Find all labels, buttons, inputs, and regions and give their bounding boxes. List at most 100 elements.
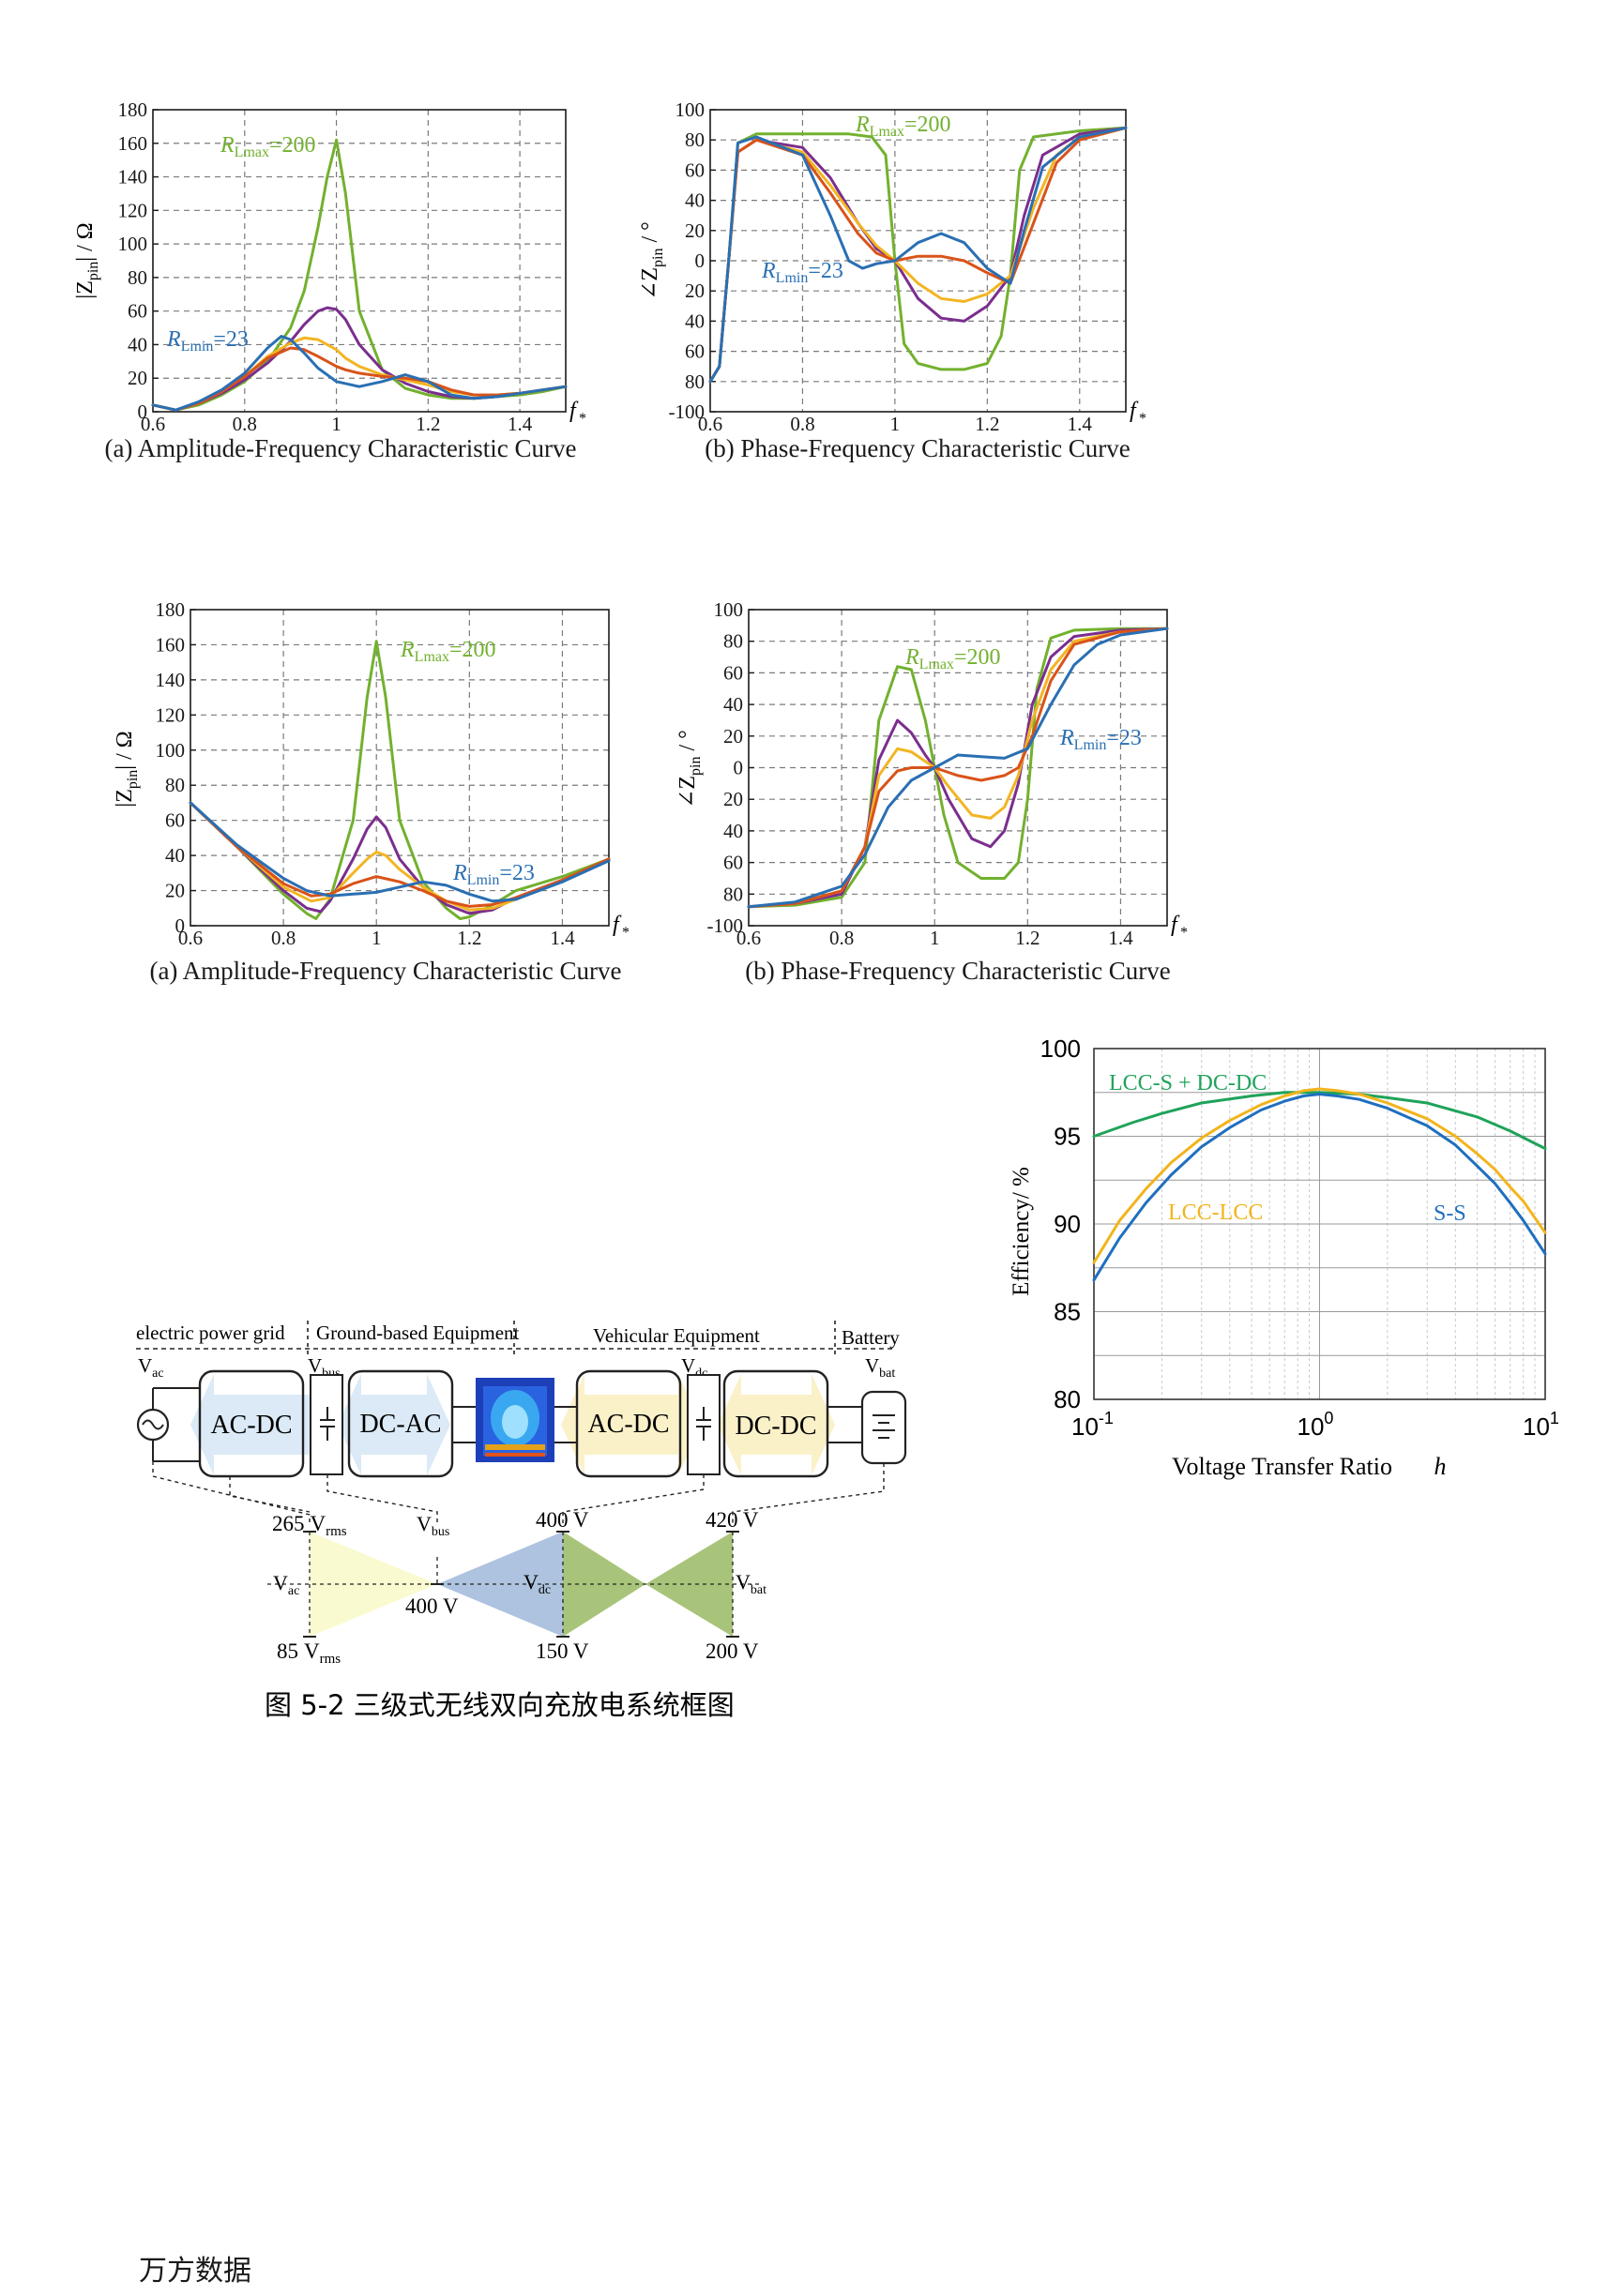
block-label-3: AC-DC (587, 1410, 669, 1439)
range-bus-value: 400 V (405, 1594, 459, 1618)
x-tick-label: 1 (331, 413, 341, 435)
dc-capacitor-icon (687, 1374, 721, 1475)
annotation-label: RLmax=200 (400, 638, 496, 665)
series-line (747, 627, 1169, 909)
x-tick-label: 1 (930, 927, 940, 949)
y-tick-label: 40 (128, 333, 147, 355)
y-tick-label: 80 (165, 774, 185, 796)
y-tick-label: 80 (685, 370, 705, 393)
region-label-battery: Battery (842, 1326, 900, 1349)
chart-amp1: 0 20 40 60 80 100 120 140 160 180 0.6 0.8 1 1.2 1.4 f * |… (73, 98, 586, 462)
series-label: S-S (1434, 1201, 1466, 1226)
plot-frame (190, 609, 610, 927)
x-tick-label: 0.8 (829, 927, 854, 949)
y-tick-label: 90 (1054, 1210, 1081, 1238)
chart-phase2: -100 80 60 40 20 0 20 40 60 80 100 0.6 0.8 1 1.2 1.4 f * ∠… (675, 598, 1188, 985)
y-axis-label: ∠Zpin / ° (638, 221, 666, 300)
annotation-label: RLmin=23 (166, 327, 249, 355)
y-tick-label: 0 (138, 400, 148, 423)
x-axis-label: f (1130, 399, 1139, 423)
annotation-label: RLmin=23 (1059, 726, 1142, 753)
y-tick-label: 80 (128, 266, 147, 289)
y-tick-label: 60 (165, 809, 185, 832)
y-tick-label: 40 (723, 693, 743, 716)
x-tick-label: 100 (1298, 1409, 1334, 1441)
y-tick-label: 80 (685, 128, 705, 151)
range-vdc-label: Vdc (524, 1570, 551, 1597)
y-tick-label: 0 (175, 914, 186, 937)
y-tick-label: 100 (675, 98, 706, 121)
series-line (151, 346, 568, 412)
x-tick-label: 10-1 (1071, 1409, 1114, 1441)
projection-lines (152, 1461, 885, 1524)
y-axis-label: |Zpin| / Ω (113, 731, 141, 807)
annotation-label: RLmin=23 (761, 259, 843, 286)
node-vbat-label: Vbat (865, 1354, 895, 1381)
x-tick-label: 1 (372, 927, 382, 949)
x-tick-label: 0.6 (141, 413, 165, 435)
series-line (708, 126, 1128, 384)
y-tick-label: 140 (118, 166, 148, 189)
series-line (189, 801, 611, 912)
annotation-label: RLmin=23 (452, 861, 535, 888)
series-line (189, 640, 611, 920)
plot-frame (1093, 1048, 1546, 1400)
annotation-label: RLmax=200 (904, 645, 1001, 672)
block-dc-dc (722, 1369, 829, 1478)
watermark-footer: 万方数据 (139, 2255, 251, 2288)
series-label: LCC-S + DC-DC (1109, 1071, 1267, 1095)
chart-amp2: 0 20 40 60 80 100 120 140 160 180 0.6 0.8 1 1.2 1.4 f * |… (113, 598, 630, 985)
y-tick-label: 120 (118, 199, 148, 221)
x-tick-label: 1.4 (508, 413, 533, 435)
y-tick-label: 85 (1054, 1298, 1081, 1326)
y-tick-label: 40 (685, 310, 705, 332)
y-tick-label: 180 (118, 98, 148, 121)
y-tick-label: 20 (685, 219, 705, 242)
y-tick-label: 20 (685, 279, 705, 302)
y-tick-label: 100 (714, 598, 744, 621)
chart-phase1: -100 80 60 40 20 0 20 40 60 80 100 0.6 0.8 1 1.2 1.4 f * ∠… (638, 98, 1146, 462)
y-tick-label: 60 (723, 661, 743, 684)
range-vac-label: Vac (273, 1571, 299, 1598)
x-axis-label-star: * (579, 411, 586, 427)
region-label-vehicle: Vehicular Equipment (593, 1324, 760, 1347)
x-tick-label: 101 (1523, 1409, 1559, 1441)
x-tick-label: 0.6 (698, 413, 722, 435)
x-axis-label: f (1171, 913, 1180, 937)
x-tick-label: 1 (890, 413, 901, 435)
y-tick-label: -100 (707, 914, 744, 937)
y-tick-label: 80 (723, 883, 743, 905)
y-tick-label: 100 (1040, 1035, 1081, 1063)
series-line (747, 627, 1169, 909)
range-bottom-left: 85 Vrms (277, 1639, 341, 1667)
series-line (708, 126, 1128, 384)
x-tick-label: 1.2 (416, 413, 440, 435)
block-ac-dc-vehicle (575, 1369, 682, 1478)
x-axis-label-star: * (622, 925, 630, 941)
bus-capacitor-icon (310, 1374, 343, 1475)
y-tick-label: 0 (734, 757, 744, 779)
system-block-diagram: electric power grid Ground-based Equipme… (136, 1321, 907, 1721)
block-label-4: DC-DC (735, 1412, 816, 1441)
region-label-grid: electric power grid (136, 1322, 285, 1344)
y-axis-label: ∠Zpin / ° (675, 730, 704, 808)
x-axis-label-star: * (1139, 411, 1146, 427)
y-tick-label: 140 (156, 669, 186, 691)
range-top-left: 265 Vrms (272, 1512, 347, 1539)
node-vac-label: Vac (138, 1354, 164, 1381)
series-line (708, 126, 1128, 384)
magnetic-field-image (452, 1378, 577, 1462)
y-tick-label: 20 (723, 725, 743, 748)
block-label-1: AC-DC (210, 1411, 292, 1440)
series-line (1092, 1093, 1547, 1282)
x-axis-label: f (569, 399, 579, 423)
range-bat-bottom: 200 V (706, 1639, 759, 1663)
annotation-label: RLmax=200 (220, 133, 316, 160)
battery-icon (827, 1390, 907, 1465)
range-dc-bottom: 150 V (536, 1639, 589, 1663)
y-tick-label: -100 (669, 400, 706, 423)
x-tick-label: 1.2 (1015, 927, 1040, 949)
region-separators (136, 1321, 893, 1355)
y-tick-label: 100 (118, 233, 148, 255)
y-tick-label: 0 (695, 249, 706, 272)
